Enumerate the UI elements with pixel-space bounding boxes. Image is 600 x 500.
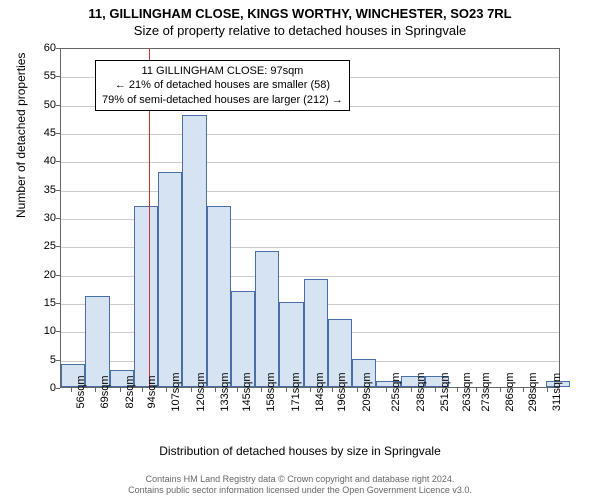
y-tick-mark xyxy=(56,76,60,77)
footer-line1: Contains HM Land Registry data © Crown c… xyxy=(0,474,600,485)
x-tick-mark xyxy=(500,388,501,392)
x-tick-label: 311sqm xyxy=(551,373,563,411)
grid-line xyxy=(61,162,559,163)
y-tick-mark xyxy=(56,105,60,106)
x-tick-label: 107sqm xyxy=(170,372,182,411)
title-line2: Size of property relative to detached ho… xyxy=(0,21,600,38)
annotation-line2: ← 21% of detached houses are smaller (58… xyxy=(102,78,343,92)
x-tick-mark xyxy=(261,388,262,392)
histogram-bar xyxy=(85,296,109,387)
x-tick-label: 145sqm xyxy=(241,372,253,411)
grid-line xyxy=(61,134,559,135)
y-tick-label: 45 xyxy=(16,127,56,139)
y-tick-label: 50 xyxy=(16,99,56,111)
x-tick-label: 171sqm xyxy=(290,372,302,411)
y-tick-mark xyxy=(56,190,60,191)
x-tick-mark xyxy=(476,388,477,392)
x-tick-mark xyxy=(523,388,524,392)
footer: Contains HM Land Registry data © Crown c… xyxy=(0,474,600,496)
y-tick-mark xyxy=(56,133,60,134)
x-tick-label: 298sqm xyxy=(527,372,539,411)
y-tick-label: 10 xyxy=(16,325,56,337)
histogram-bar xyxy=(134,206,158,387)
histogram-bar xyxy=(207,206,231,387)
y-tick-mark xyxy=(56,388,60,389)
histogram-bar xyxy=(255,251,279,387)
y-tick-label: 5 xyxy=(16,354,56,366)
title-line1: 11, GILLINGHAM CLOSE, KINGS WORTHY, WINC… xyxy=(0,0,600,21)
annotation-box: 11 GILLINGHAM CLOSE: 97sqm ← 21% of deta… xyxy=(95,60,350,111)
x-axis-label: Distribution of detached houses by size … xyxy=(0,444,600,458)
annotation-line1: 11 GILLINGHAM CLOSE: 97sqm xyxy=(102,64,343,78)
x-tick-label: 69sqm xyxy=(99,375,111,408)
grid-line xyxy=(61,191,559,192)
x-tick-mark xyxy=(95,388,96,392)
y-tick-label: 20 xyxy=(16,269,56,281)
y-tick-mark xyxy=(56,360,60,361)
x-tick-mark xyxy=(547,388,548,392)
x-tick-mark xyxy=(457,388,458,392)
y-tick-label: 25 xyxy=(16,240,56,252)
y-tick-mark xyxy=(56,331,60,332)
x-tick-label: 286sqm xyxy=(504,372,516,411)
x-tick-label: 82sqm xyxy=(124,375,136,408)
x-tick-label: 225sqm xyxy=(390,372,402,411)
y-tick-mark xyxy=(56,218,60,219)
x-tick-label: 94sqm xyxy=(146,375,158,408)
x-tick-label: 196sqm xyxy=(336,372,348,411)
x-tick-mark xyxy=(310,388,311,392)
y-tick-mark xyxy=(56,246,60,247)
y-tick-label: 40 xyxy=(16,155,56,167)
x-tick-label: 133sqm xyxy=(219,372,231,411)
x-tick-mark xyxy=(435,388,436,392)
x-tick-mark xyxy=(142,388,143,392)
footer-line2: Contains public sector information licen… xyxy=(0,485,600,496)
x-tick-mark xyxy=(166,388,167,392)
x-tick-label: 120sqm xyxy=(195,372,207,411)
y-tick-label: 35 xyxy=(16,184,56,196)
x-tick-label: 56sqm xyxy=(75,375,87,408)
x-tick-label: 238sqm xyxy=(415,372,427,411)
y-tick-mark xyxy=(56,48,60,49)
x-tick-label: 158sqm xyxy=(265,372,277,411)
y-tick-label: 60 xyxy=(16,42,56,54)
x-tick-label: 184sqm xyxy=(314,372,326,411)
y-tick-label: 55 xyxy=(16,70,56,82)
x-tick-mark xyxy=(215,388,216,392)
x-tick-label: 273sqm xyxy=(480,372,492,411)
x-tick-mark xyxy=(120,388,121,392)
y-tick-mark xyxy=(56,161,60,162)
histogram-bar xyxy=(304,279,328,387)
y-tick-label: 30 xyxy=(16,212,56,224)
x-tick-label: 209sqm xyxy=(361,372,373,411)
annotation-line3: 79% of semi-detached houses are larger (… xyxy=(102,93,343,107)
histogram-bar xyxy=(158,172,182,387)
x-tick-mark xyxy=(71,388,72,392)
x-tick-mark xyxy=(191,388,192,392)
x-tick-mark xyxy=(286,388,287,392)
y-tick-label: 0 xyxy=(16,382,56,394)
y-tick-mark xyxy=(56,303,60,304)
chart-container: 11, GILLINGHAM CLOSE, KINGS WORTHY, WINC… xyxy=(0,0,600,500)
histogram-bar xyxy=(182,115,206,387)
y-tick-label: 15 xyxy=(16,297,56,309)
x-tick-label: 251sqm xyxy=(439,372,451,411)
x-tick-mark xyxy=(386,388,387,392)
x-tick-mark xyxy=(411,388,412,392)
x-tick-mark xyxy=(332,388,333,392)
x-tick-label: 263sqm xyxy=(461,372,473,411)
x-tick-mark xyxy=(357,388,358,392)
y-tick-mark xyxy=(56,275,60,276)
x-tick-mark xyxy=(237,388,238,392)
